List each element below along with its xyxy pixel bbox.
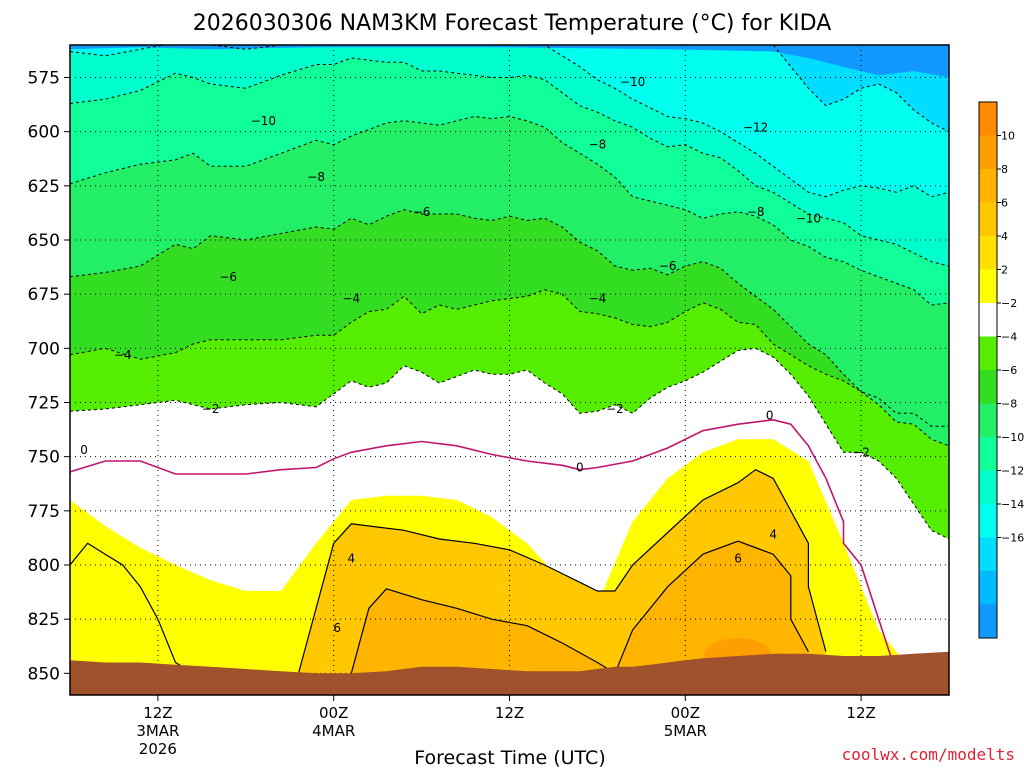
plot-area: −10 −10 −12 −8 −8 −8 −10 −6 −6 −6 −4 −4 −4 −2 −2 −2 0 0 0 4…: [70, 45, 949, 695]
colorbar-label: −12: [1001, 465, 1024, 478]
y-tick-label: 650: [28, 231, 60, 251]
y-tick-label: 700: [28, 339, 60, 359]
y-axis-ticks: 575 600 625 650 675 700 725 750 775 800 825 850: [28, 69, 70, 684]
fill-band-above-6: [351, 541, 809, 695]
colorbar-swatch: [979, 169, 997, 203]
isotherm-minus8: [70, 115, 949, 306]
isotherm-0: [70, 418, 898, 674]
fill-band-below-12: [70, 45, 949, 197]
colorbar-swatch: [979, 470, 997, 505]
terrain-fill: [70, 651, 949, 695]
contour-label: 4: [347, 552, 355, 566]
colorbar-label: −8: [1001, 398, 1017, 411]
contour-label: 6: [333, 621, 341, 635]
contour-label: −2: [606, 402, 624, 416]
contour-label: −6: [219, 270, 237, 284]
x-tick-label: 12Z: [143, 704, 172, 722]
colorbar-swatch: [979, 604, 997, 639]
fill-band-below-16: [70, 45, 949, 78]
y-tick-label: 725: [28, 394, 60, 414]
x-tick-label: 4MAR: [312, 722, 355, 740]
colorbar-label: 10: [1001, 130, 1015, 143]
contour-label: 0: [576, 461, 584, 475]
y-tick-label: 675: [28, 285, 60, 305]
contour-label: −8: [589, 138, 607, 152]
isotherm-minus6: [70, 209, 949, 447]
x-axis-label: Forecast Time (UTC): [414, 747, 605, 768]
y-tick-label: 825: [28, 610, 60, 630]
colorbar-swatch: [979, 437, 997, 471]
isotherm-minus12: [70, 45, 949, 198]
colorbar-swatch: [979, 403, 997, 438]
colorbar-swatch: [979, 303, 997, 337]
colorbar-label: 8: [1001, 163, 1008, 176]
y-tick-label: 850: [28, 664, 60, 684]
contour-label: −2: [202, 402, 220, 416]
y-tick-label: 575: [28, 69, 60, 89]
y-tick-label: 625: [28, 177, 60, 197]
credit-link[interactable]: coolwx.com/modelts: [842, 745, 1015, 764]
colorbar-label: −16: [1001, 532, 1024, 545]
y-tick-label: 800: [28, 556, 60, 576]
x-tick-label: 5MAR: [664, 722, 707, 740]
x-tick-label: 00Z: [671, 704, 700, 722]
colorbar-swatch: [979, 236, 997, 270]
x-tick-label: 00Z: [319, 704, 348, 722]
contour-label: 0: [80, 443, 88, 457]
colorbar-label: 6: [1001, 197, 1008, 210]
contour-label: −4: [589, 292, 607, 306]
isotherm-minus2: [70, 347, 949, 540]
x-tick-label: 12Z: [495, 704, 524, 722]
colorbar-swatch: [979, 202, 997, 237]
grid-lines: [70, 45, 949, 695]
chart-title: 2026030306 NAM3KM Forecast Temperature (…: [193, 11, 832, 36]
x-tick-label: 2026: [139, 740, 177, 758]
contour-label: −2: [852, 445, 870, 459]
isotherm-minus10: [70, 57, 949, 267]
contour-label: −4: [342, 292, 360, 306]
contour-label: 6: [734, 552, 742, 566]
contour-label: −4: [114, 348, 132, 362]
colorbar-swatch: [979, 269, 997, 304]
colorbar-label: −2: [1001, 297, 1017, 310]
contour-label: 0: [766, 409, 774, 423]
colorbar: 10 8 6 4 2 −2 −4 −6 −8 −10 −12 −14 −16: [978, 101, 1024, 639]
y-tick-label: 775: [28, 502, 60, 522]
isotherm-4: [297, 469, 827, 674]
colorbar-swatch: [979, 537, 997, 572]
colorbar-label: −6: [1001, 364, 1017, 377]
colorbar-label: 4: [1001, 230, 1008, 243]
colorbar-label: −4: [1001, 331, 1017, 344]
y-tick-label: 600: [28, 123, 60, 143]
contour-label: −8: [747, 205, 765, 219]
colorbar-label: −14: [1001, 498, 1024, 511]
contour-label: −10: [620, 75, 645, 89]
contour-label: −10: [796, 211, 821, 225]
terrain-layer: [70, 651, 949, 695]
isotherm-minus4: [70, 289, 949, 427]
isotherm-2: [70, 542, 194, 674]
contour-labels: −10 −10 −12 −8 −8 −8 −10 −6 −6 −6 −4 −4 −4 −2 −2 −2 0 0 0 4…: [80, 75, 870, 635]
contour-label: −6: [659, 259, 677, 273]
colorbar-swatch: [979, 571, 997, 605]
contour-label: −8: [307, 170, 325, 184]
colorbar-label: −10: [1001, 431, 1024, 444]
contour-label: 4: [769, 528, 777, 542]
colorbar-swatch: [979, 504, 997, 538]
contour-label: −12: [743, 120, 768, 134]
colorbar-swatch: [979, 370, 997, 404]
colorbar-swatch: [979, 135, 997, 170]
colorbar-swatch: [979, 336, 997, 371]
y-tick-label: 750: [28, 448, 60, 468]
x-tick-label: 12Z: [846, 704, 875, 722]
contour-label: −10: [251, 114, 276, 128]
colorbar-swatch: [979, 102, 997, 136]
x-tick-label: 3MAR: [136, 722, 179, 740]
contour-label: −6: [413, 205, 431, 219]
colorbar-label: 2: [1001, 264, 1008, 277]
